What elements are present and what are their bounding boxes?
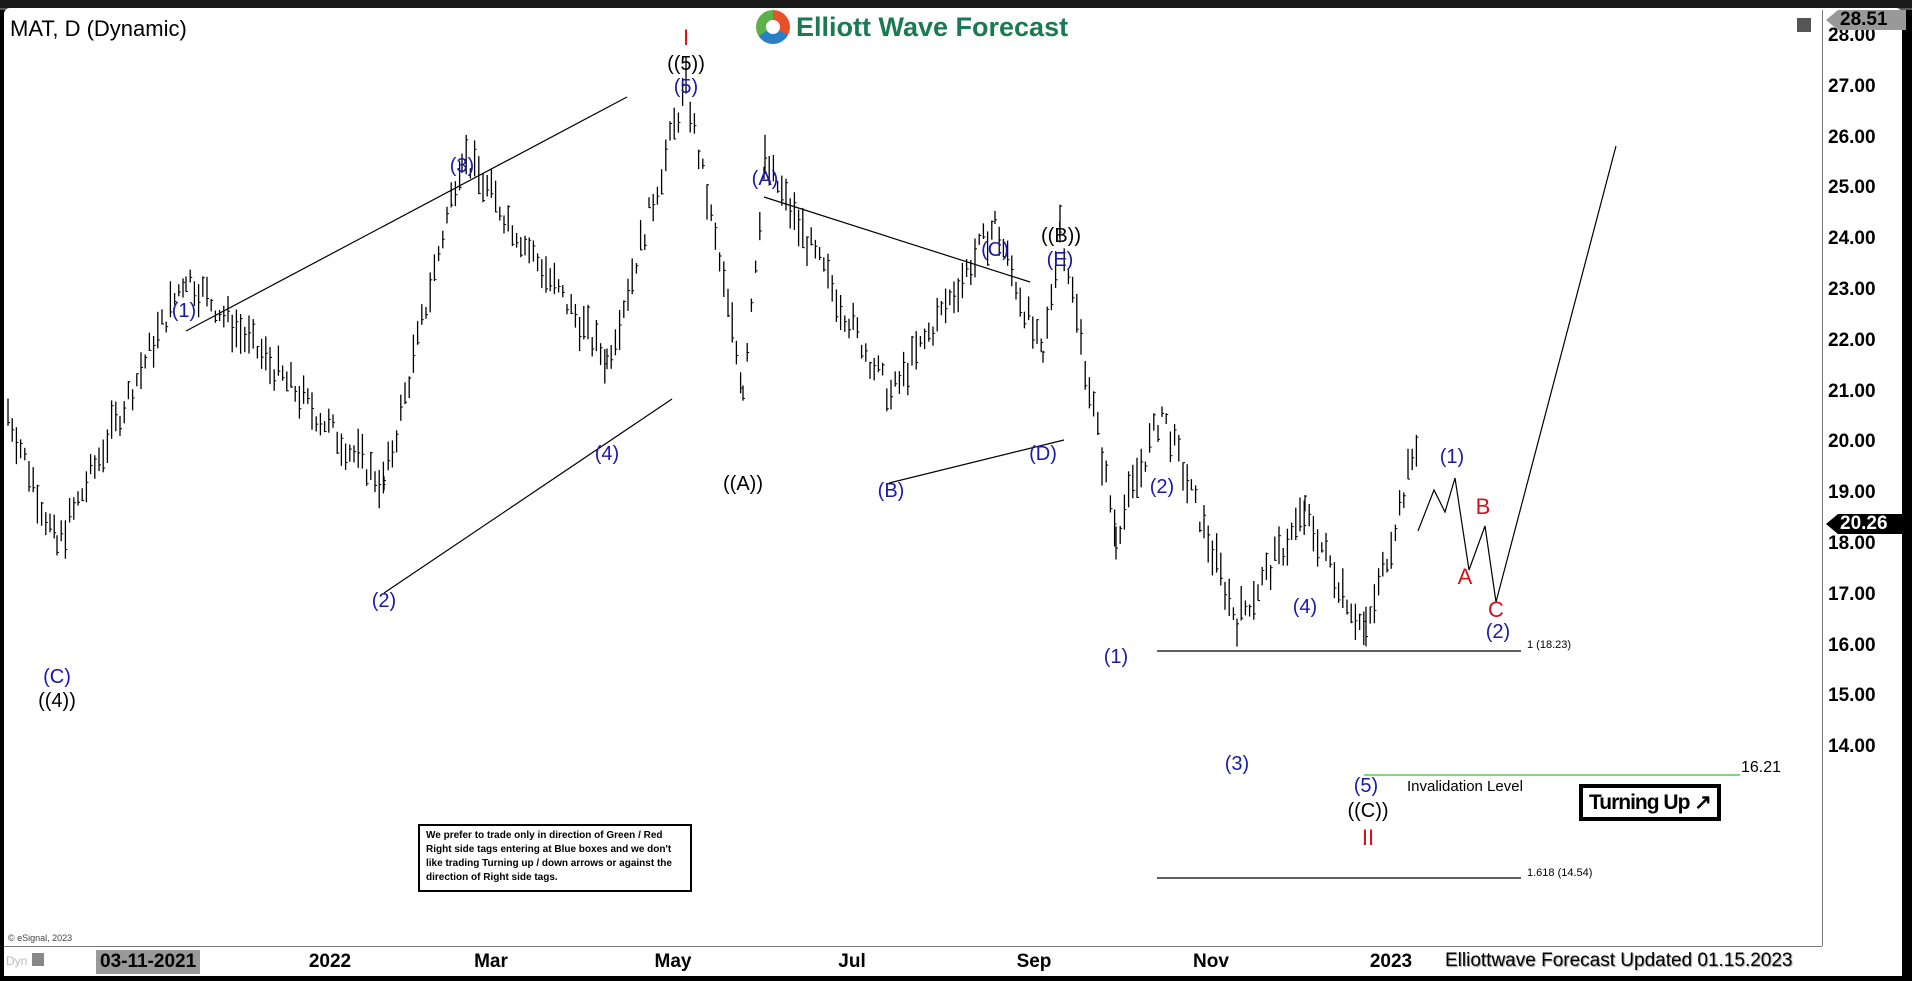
x-tick-label: 2022 bbox=[308, 951, 352, 972]
x-axis-line bbox=[4, 946, 1822, 947]
high-price-tag: 28.51 bbox=[1826, 10, 1906, 30]
y-tick-label: 15.00 bbox=[1828, 685, 1876, 707]
restore-window-icon[interactable] bbox=[1797, 18, 1811, 32]
ohlc-bars bbox=[7, 56, 1419, 647]
y-tick-label: 22.00 bbox=[1828, 329, 1876, 351]
fib-100-label: 1 (18.23) bbox=[1527, 639, 1571, 651]
x-tick-label: Sep bbox=[1016, 951, 1052, 972]
wave-label: (1) bbox=[1440, 446, 1464, 468]
wave-label: (E) bbox=[1047, 249, 1074, 271]
wave-label: B bbox=[1476, 494, 1491, 519]
logo-text: Elliott Wave Forecast bbox=[796, 11, 1069, 42]
trendlines bbox=[185, 96, 1065, 594]
wave-label: ((4)) bbox=[38, 690, 76, 712]
last-price-tag: 20.26 bbox=[1826, 514, 1906, 534]
dyn-label: Dyn bbox=[6, 954, 28, 968]
wave-label: I bbox=[683, 25, 689, 50]
wave-label: (A) bbox=[752, 168, 779, 190]
wave-label: ((A)) bbox=[723, 473, 763, 495]
wave-label: A bbox=[1458, 564, 1473, 589]
y-tick-label: 25.00 bbox=[1828, 177, 1876, 199]
wave-label: (B) bbox=[878, 480, 905, 502]
copyright: © eSignal, 2023 bbox=[8, 933, 73, 943]
brand-logo: Elliott Wave Forecast bbox=[756, 10, 1068, 44]
invalidation-value: 16.21 bbox=[1741, 759, 1781, 776]
trading-note-box: We prefer to trade only in direction of … bbox=[418, 824, 692, 892]
y-tick-label: 16.00 bbox=[1828, 634, 1876, 656]
wave-label: C bbox=[1488, 597, 1504, 622]
y-tick-label: 23.00 bbox=[1828, 279, 1876, 300]
wave-label: ((C)) bbox=[1347, 800, 1388, 822]
y-tick-label: 19.00 bbox=[1828, 482, 1876, 504]
wave-label: (4) bbox=[595, 443, 619, 465]
y-axis-line bbox=[1822, 10, 1823, 946]
y-tick-label: 14.00 bbox=[1828, 736, 1876, 758]
wave-label: (5) bbox=[674, 76, 698, 98]
symbol-title: MAT, D (Dynamic) bbox=[10, 16, 187, 41]
y-tick-label: 21.00 bbox=[1828, 380, 1876, 402]
logo-icon bbox=[756, 10, 790, 44]
wave-label: (2) bbox=[1486, 621, 1510, 643]
x-tick-label: Mar bbox=[474, 951, 508, 972]
projection-path bbox=[1417, 145, 1617, 603]
x-tick-label: Jul bbox=[838, 951, 866, 972]
wave-label: ((5)) bbox=[667, 53, 705, 75]
wave-label: (1) bbox=[1104, 646, 1128, 668]
wave-label: (1) bbox=[172, 300, 196, 322]
fib-1618-label: 1.618 (14.54) bbox=[1527, 867, 1592, 879]
y-tick-label: 28.00 bbox=[1828, 25, 1876, 46]
wave-label: (D) bbox=[1029, 443, 1057, 465]
y-tick-label: 27.00 bbox=[1828, 75, 1876, 97]
wave-label: (C) bbox=[981, 239, 1009, 261]
wave-label: (4) bbox=[1293, 596, 1317, 618]
wave-label: (2) bbox=[1150, 476, 1174, 498]
wave-label: (2) bbox=[372, 590, 396, 612]
fib-levels bbox=[1157, 650, 1740, 879]
y-tick-label: 24.00 bbox=[1828, 228, 1876, 250]
x-tick-label: 2023 bbox=[1369, 951, 1413, 972]
wave-label: (C) bbox=[43, 666, 71, 688]
wave-label: II bbox=[1362, 825, 1374, 850]
wave-label: (5) bbox=[1354, 775, 1378, 797]
y-tick-label: 18.00 bbox=[1828, 533, 1876, 554]
x-tick-label: Nov bbox=[1193, 951, 1229, 972]
x-axis-start-date: 03-11-2021 bbox=[96, 950, 201, 974]
wave-label: (3) bbox=[450, 155, 474, 177]
wave-label: ((B)) bbox=[1041, 225, 1081, 247]
y-tick-label: 17.00 bbox=[1828, 583, 1876, 605]
y-tick-label: 20.00 bbox=[1828, 431, 1876, 453]
wave-label: (3) bbox=[1225, 753, 1249, 775]
x-tick-label: May bbox=[654, 951, 692, 972]
invalidation-label: Invalidation Level bbox=[1407, 778, 1523, 795]
wave-labels: (C)((4))(1)(2)(3)(4)(5)((5))I((A))(A)(B)… bbox=[38, 25, 1510, 850]
y-tick-label: 26.00 bbox=[1828, 126, 1876, 148]
turning-up-tag: Turning Up ↗ bbox=[1579, 784, 1721, 821]
lock-icon[interactable] bbox=[32, 953, 44, 966]
updated-label: Elliottwave Forecast Updated 01.15.2023 bbox=[1445, 950, 1793, 971]
